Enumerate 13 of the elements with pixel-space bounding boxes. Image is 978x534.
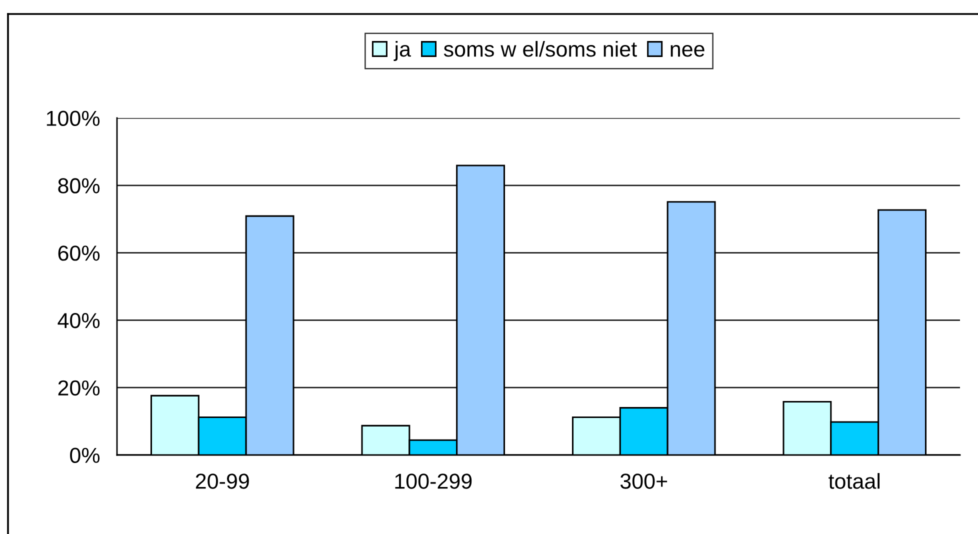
x-tick-label: 20-99 [196,474,249,489]
y-tick-label: 80% [58,178,100,194]
y-tick-label: 40% [58,312,100,328]
y-tick-label: 0% [70,448,100,464]
x-tick-label: totaal [828,473,880,489]
legend-label: ja [394,40,411,62]
legend-label: soms w el/soms niet [444,40,637,57]
legend-label: nee [670,44,704,57]
x-tick-label: 300+ [620,474,668,489]
x-tick-label: 100-299 [395,474,472,489]
y-tick-label: 60% [58,246,100,261]
y-tick-label: 100% [46,110,100,126]
y-tick-label: 20% [58,380,100,396]
